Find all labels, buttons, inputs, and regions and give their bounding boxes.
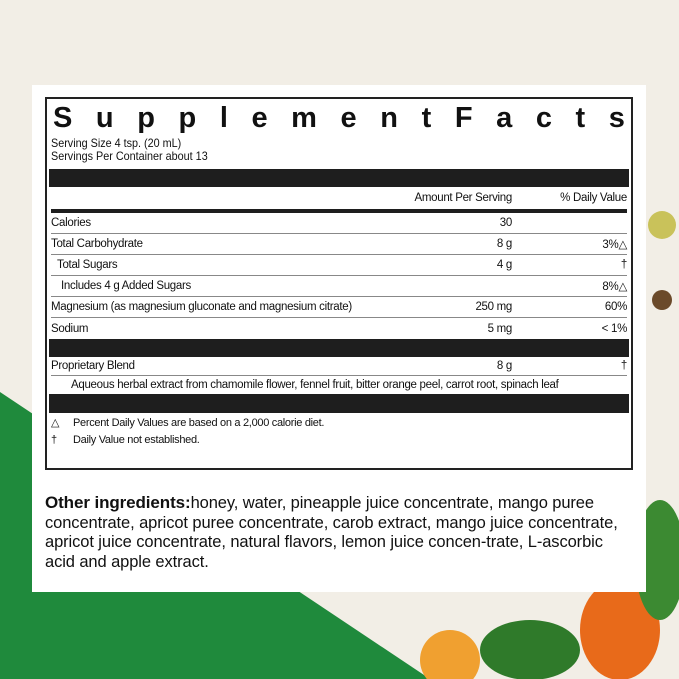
title-letter: p — [137, 102, 155, 134]
nutrient-row: Sodium 5 mg < 1% — [51, 318, 627, 339]
title-letter: t — [575, 102, 586, 134]
vegetables-illustration — [420, 211, 679, 679]
divider-bar — [49, 394, 629, 413]
column-headers: Amount Per Serving % Daily Value — [51, 187, 627, 213]
serving-size: Serving Size 4 tsp. (20 mL) — [51, 136, 182, 150]
nutrient-dv: 3%△ — [602, 239, 627, 251]
nutrient-dv: 60% — [604, 301, 627, 313]
nutrient-amount: 5 mg — [487, 322, 513, 335]
blend-dv: † — [620, 360, 627, 372]
divider-bar — [49, 169, 629, 187]
dv-header: % Daily Value — [560, 192, 627, 204]
nutrient-name: Magnesium (as magnesium gluconate and ma… — [51, 301, 352, 313]
title-letter: e — [340, 102, 357, 134]
footnote-text: Percent Daily Values are based on a 2,00… — [73, 417, 325, 429]
nutrient-amount: 4 g — [496, 259, 512, 271]
amount-header: Amount Per Serving — [414, 192, 512, 204]
title-letter: u — [95, 102, 114, 134]
nutrient-name: Sodium — [51, 322, 89, 335]
other-ingredients: Other ingredients:honey, water, pineappl… — [45, 493, 635, 572]
nutrient-name: Total Sugars — [57, 259, 118, 271]
nutrient-row: Includes 4 g Added Sugars 8%△ — [51, 276, 627, 297]
nutrient-dv: 8%△ — [602, 281, 627, 293]
title-letter: m — [291, 102, 317, 134]
footnote-text: Daily Value not established. — [73, 434, 200, 446]
nutrient-name: Calories — [51, 217, 91, 229]
nutrient-row: Magnesium (as magnesium gluconate and ma… — [51, 297, 627, 318]
dagger-symbol: † — [51, 434, 57, 446]
title-letter: S — [53, 102, 73, 134]
nutrient-name: Total Carbohydrate — [51, 238, 143, 250]
footnote: † Daily Value not established. — [51, 432, 627, 449]
nutrient-row: Calories 30 — [51, 213, 627, 234]
nutrient-name: Includes 4 g Added Sugars — [61, 280, 191, 292]
title-letter: a — [496, 102, 513, 134]
nutrient-dv: < 1% — [601, 322, 628, 335]
title-letter: t — [421, 102, 432, 134]
nutrient-amount: 8 g — [496, 238, 512, 250]
footnote: △ Percent Daily Values are based on a 2,0… — [51, 415, 627, 432]
divider-bar — [49, 339, 629, 357]
title-letter: F — [454, 102, 473, 134]
title-letter: n — [380, 102, 398, 134]
title-letter: p — [178, 102, 197, 134]
nutrient-row: Total Sugars 4 g † — [51, 255, 627, 276]
blend-row: Proprietary Blend 8 g † — [51, 357, 627, 376]
servings-per-container: Servings Per Container about 13 — [51, 149, 208, 163]
other-ingredients-text: honey, water, pineapple juice concentrat… — [45, 494, 618, 571]
nutrient-row: Total Carbohydrate 8 g 3%△ — [51, 234, 627, 255]
triangle-symbol: △ — [51, 417, 60, 429]
other-ingredients-label: Other ingredients: — [45, 493, 191, 512]
blend-description: Aqueous herbal extract from chamomile fl… — [71, 379, 559, 391]
title-letter: l — [219, 102, 228, 134]
blend-name: Proprietary Blend — [51, 360, 135, 372]
nutrient-amount: 30 — [499, 217, 513, 229]
nutrient-amount: 250 mg — [475, 301, 512, 313]
title-letter: e — [251, 102, 268, 134]
blend-amount: 8 g — [496, 360, 512, 372]
nutrient-dv: † — [620, 259, 627, 271]
title-letter: c — [535, 102, 552, 134]
title-letter: s — [608, 102, 625, 134]
